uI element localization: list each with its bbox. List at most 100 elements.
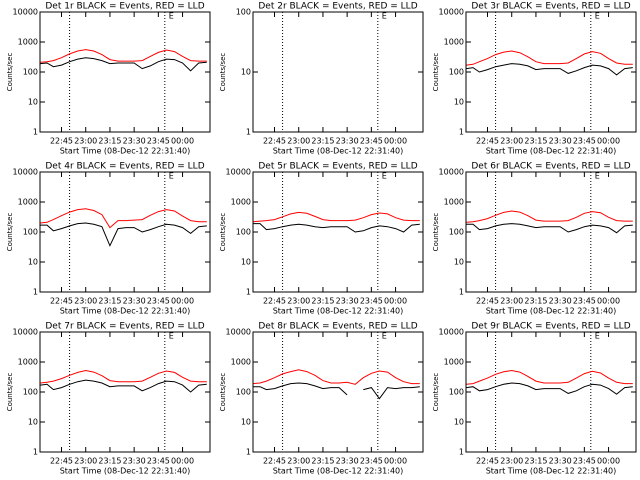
series-line	[466, 63, 633, 76]
y-tick-label: 10	[28, 258, 38, 267]
plot-frame	[39, 331, 211, 453]
y-tick-label: 1	[33, 288, 38, 297]
y-axis-label: Counts/sec	[432, 213, 440, 252]
x-tick-label: 23:45	[147, 137, 170, 146]
x-tick-label: 23:30	[123, 137, 146, 146]
y-tick-label: 10000	[439, 8, 464, 17]
plot-frame	[465, 171, 637, 293]
x-tick-label: 00:00	[171, 297, 194, 306]
annotation: E	[595, 12, 600, 21]
x-tick-label: 23:15	[524, 297, 547, 306]
chart-title: Det 6r BLACK = Events, RED = LLD	[471, 162, 630, 172]
x-tick-label: 23:30	[123, 297, 146, 306]
x-tick-label: 00:00	[597, 137, 620, 146]
series-line	[253, 382, 420, 400]
x-tick-label: 23:30	[336, 297, 359, 306]
chart-title: Det 9r BLACK = Events, RED = LLD	[471, 322, 630, 332]
annotation: E	[169, 332, 174, 341]
x-axis-label: Start Time (08-Dec-12 22:31:40)	[60, 307, 191, 316]
x-tick-label: 00:00	[171, 457, 194, 466]
x-tick-label: 00:00	[384, 137, 407, 146]
x-tick-label: 23:45	[573, 457, 596, 466]
y-tick-label: 1	[246, 288, 251, 297]
y-axis-label: Counts/sec	[6, 213, 14, 252]
x-tick-label: 23:00	[74, 297, 97, 306]
y-tick-label: 1000	[444, 358, 464, 367]
x-tick-label: 23:45	[360, 457, 383, 466]
x-tick-label: 23:30	[336, 137, 359, 146]
y-tick-label: 1000	[444, 38, 464, 47]
x-axis-label: Start Time (08-Dec-12 22:31:40)	[60, 467, 191, 476]
y-tick-label: 10	[454, 418, 464, 427]
x-axis-label: Start Time (08-Dec-12 22:31:40)	[273, 467, 404, 476]
x-tick-label: 00:00	[597, 457, 620, 466]
y-tick-label: 10	[241, 258, 251, 267]
x-tick-label: 23:45	[147, 297, 170, 306]
series-line	[466, 369, 633, 385]
plot-frame	[252, 11, 424, 133]
x-tick-label: 23:00	[287, 457, 310, 466]
annotation: E	[382, 12, 387, 21]
x-tick-label: 23:00	[287, 297, 310, 306]
series-line	[466, 382, 633, 395]
y-tick-label: 10	[28, 98, 38, 107]
y-axis-label: Counts/sec	[6, 53, 14, 92]
y-tick-label: 10	[454, 258, 464, 267]
x-tick-label: 00:00	[597, 297, 620, 306]
chart-title: Det 5r BLACK = Events, RED = LLD	[258, 162, 417, 172]
x-tick-label: 23:30	[123, 457, 146, 466]
x-tick-label: 22:45	[263, 297, 286, 306]
series-line	[253, 223, 420, 233]
series-line	[40, 222, 207, 247]
series-line	[40, 57, 207, 72]
y-axis-label: Counts/sec	[432, 373, 440, 412]
y-tick-label: 10000	[13, 328, 38, 337]
y-tick-label: 1000	[18, 198, 38, 207]
series-line	[466, 50, 633, 66]
x-tick-label: 23:45	[360, 297, 383, 306]
series-line	[466, 210, 633, 223]
y-axis-label: Counts/sec	[219, 213, 227, 252]
plot-frame	[252, 171, 424, 293]
y-tick-label: 10000	[439, 328, 464, 337]
y-tick-label: 100	[449, 388, 464, 397]
y-tick-label: 1	[246, 448, 251, 457]
x-tick-label: 23:45	[147, 457, 170, 466]
x-tick-label: 23:00	[500, 297, 523, 306]
x-tick-label: 22:45	[50, 297, 73, 306]
series-line	[40, 208, 207, 229]
series-line	[253, 369, 420, 385]
y-tick-label: 10	[454, 98, 464, 107]
x-tick-label: 22:45	[263, 457, 286, 466]
chart-title: Det 3r BLACK = Events, RED = LLD	[471, 2, 630, 12]
x-tick-label: 22:45	[476, 297, 499, 306]
x-tick-label: 23:15	[524, 137, 547, 146]
y-tick-label: 1000	[231, 358, 251, 367]
plot-frame	[39, 171, 211, 293]
y-tick-label: 10	[28, 418, 38, 427]
chart-title: Det 1r BLACK = Events, RED = LLD	[45, 2, 204, 12]
annotation: E	[595, 172, 600, 181]
y-tick-label: 100	[236, 388, 251, 397]
series-line	[40, 379, 207, 393]
x-axis-label: Start Time (08-Dec-12 22:31:40)	[60, 147, 191, 156]
x-tick-label: 22:45	[263, 137, 286, 146]
x-tick-label: 22:45	[476, 457, 499, 466]
y-tick-label: 1	[246, 128, 251, 137]
y-tick-label: 1000	[231, 198, 251, 207]
chart-title: Det 2r BLACK = Events, RED = LLD	[258, 2, 417, 12]
y-tick-label: 100	[23, 228, 38, 237]
y-axis-label: Counts/sec	[432, 53, 440, 92]
y-tick-label: 10	[241, 418, 251, 427]
plot-frame	[252, 331, 424, 453]
x-tick-label: 23:15	[311, 137, 334, 146]
y-tick-label: 100	[449, 68, 464, 77]
y-tick-label: 100	[236, 8, 251, 17]
y-tick-label: 1000	[18, 38, 38, 47]
plot-frame	[465, 11, 637, 133]
x-axis-label: Start Time (08-Dec-12 22:31:40)	[486, 147, 617, 156]
x-tick-label: 23:00	[287, 137, 310, 146]
x-tick-label: 23:15	[98, 297, 121, 306]
annotation: E	[382, 332, 387, 341]
x-tick-label: 23:00	[74, 137, 97, 146]
